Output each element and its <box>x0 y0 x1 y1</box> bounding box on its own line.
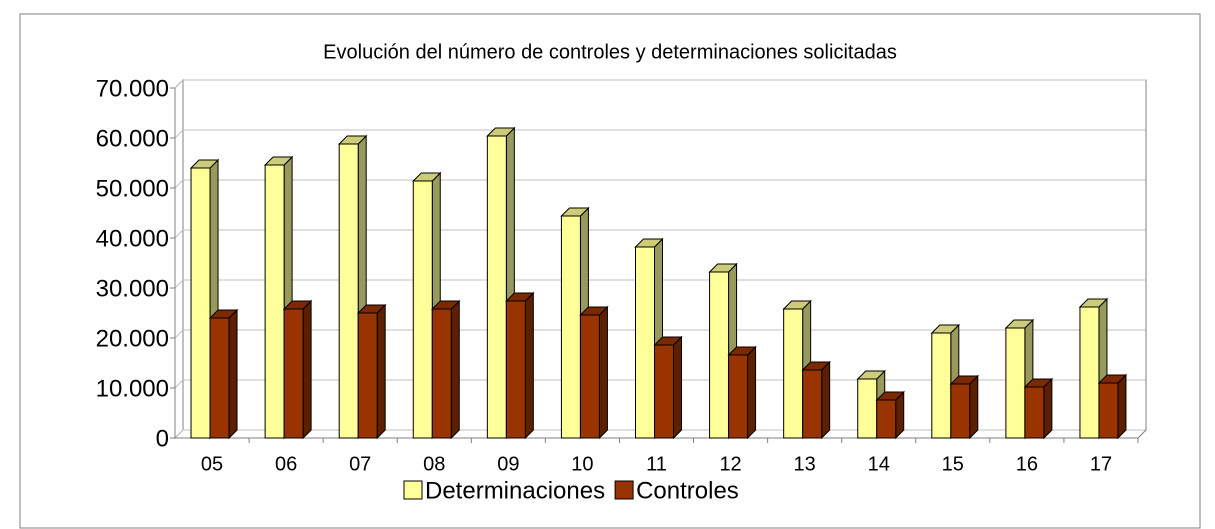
bar-front <box>1098 382 1119 439</box>
legend-label: Determinaciones <box>425 477 605 504</box>
y-tick-label: 60.000 <box>96 125 169 152</box>
bar-front <box>1024 386 1045 439</box>
bar-side <box>302 299 312 440</box>
bar <box>727 345 757 440</box>
bar-front <box>579 314 600 439</box>
bar-side <box>450 299 460 440</box>
bar-front <box>283 308 304 439</box>
y-tick-label: 0 <box>156 425 169 452</box>
bar-front <box>654 344 674 439</box>
bar-side <box>598 305 608 440</box>
x-tick-label: 13 <box>794 453 816 475</box>
bar-side <box>747 345 757 440</box>
x-tick-label: 16 <box>1016 453 1038 475</box>
x-tick-label: 17 <box>1090 453 1112 475</box>
bar-front <box>876 399 897 439</box>
bar-front <box>931 332 952 439</box>
bar-side <box>228 308 238 440</box>
y-tick-label: 30.000 <box>96 275 169 302</box>
bar-front <box>264 164 285 439</box>
x-tick-label: 07 <box>349 453 371 475</box>
grid-line <box>174 279 1146 289</box>
bar-front <box>190 167 211 439</box>
bar <box>208 308 239 440</box>
x-tick-label: 15 <box>942 453 964 475</box>
bar-front <box>560 215 581 439</box>
bar-front <box>728 354 749 439</box>
grid-line <box>174 129 1146 139</box>
bar-side <box>821 360 831 440</box>
y-tick-label: 40.000 <box>96 225 169 252</box>
bar-side <box>969 374 979 440</box>
bar-front <box>857 378 878 439</box>
bar-side <box>524 291 534 440</box>
bar <box>579 305 609 440</box>
x-tick-label: 12 <box>719 453 741 475</box>
bar-front <box>783 308 804 439</box>
bar <box>1097 373 1128 440</box>
bar-front <box>505 300 526 439</box>
grid-line <box>174 329 1146 339</box>
bar-front <box>1005 327 1026 439</box>
x-tick-label: 10 <box>571 453 593 475</box>
bar-front <box>950 383 971 439</box>
legend-swatch <box>403 480 423 500</box>
bar-front <box>486 135 507 439</box>
bar <box>949 374 980 440</box>
grid-line <box>174 229 1146 239</box>
bar-front <box>802 369 823 439</box>
y-tick-label: 10.000 <box>96 375 169 402</box>
x-tick-label: 05 <box>201 453 223 475</box>
legend-swatch <box>614 480 634 500</box>
floor-edge <box>1137 80 1147 439</box>
x-tick-label: 11 <box>646 453 667 475</box>
bar <box>505 291 535 440</box>
bar-front <box>431 308 452 439</box>
x-tick-label: 06 <box>275 453 297 475</box>
bar <box>431 299 461 440</box>
x-tick-label: 09 <box>497 453 519 475</box>
bar-side <box>1043 377 1053 440</box>
bar-front <box>709 271 730 439</box>
bar-front <box>338 143 359 439</box>
x-tick-label: 08 <box>423 453 445 475</box>
bar-front <box>357 312 378 439</box>
bar-side <box>673 335 682 440</box>
bar-side <box>1117 373 1127 440</box>
bar-front <box>1079 306 1100 439</box>
chart-title: Evolución del número de controles y dete… <box>323 41 897 63</box>
bar <box>801 360 831 440</box>
x-tick-label: 14 <box>868 453 890 475</box>
bar <box>653 335 683 440</box>
grid-line <box>174 79 1146 89</box>
bar-front <box>412 180 433 439</box>
bar-front <box>209 317 230 439</box>
y-tick-label: 50.000 <box>96 175 169 202</box>
bar <box>356 303 387 440</box>
grid-line <box>174 179 1146 189</box>
y-tick-label: 20.000 <box>96 325 169 352</box>
bar <box>282 299 313 440</box>
legend-label: Controles <box>636 477 739 504</box>
bar-side <box>376 303 386 440</box>
bar-front <box>635 246 655 439</box>
bar <box>875 390 905 440</box>
bar <box>1023 377 1054 440</box>
y-tick-label: 70.000 <box>96 75 169 102</box>
